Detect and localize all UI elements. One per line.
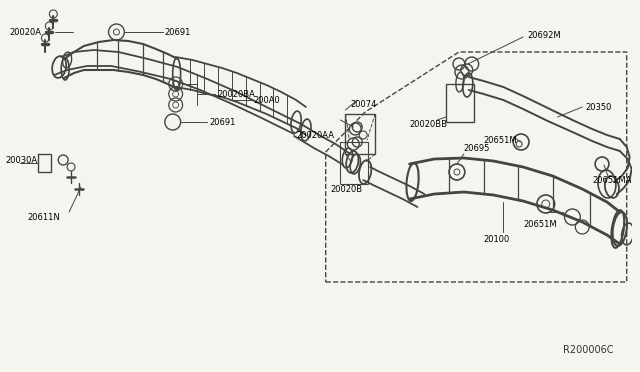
- Text: 20020BB: 20020BB: [410, 119, 447, 128]
- Text: 20020BA: 20020BA: [217, 90, 255, 99]
- Text: 20020AA: 20020AA: [296, 131, 334, 140]
- Text: 20691: 20691: [209, 118, 236, 126]
- Bar: [446, 84, 474, 122]
- Text: 20691: 20691: [165, 28, 191, 36]
- Text: 20651M: 20651M: [523, 219, 557, 228]
- Text: 20350: 20350: [585, 103, 612, 112]
- Text: 200A0: 200A0: [253, 96, 280, 105]
- Text: 20020A: 20020A: [10, 28, 42, 36]
- Text: R200006C: R200006C: [563, 345, 613, 355]
- Text: 20651MA: 20651MA: [592, 176, 632, 185]
- Text: 20100: 20100: [484, 234, 510, 244]
- Bar: [346, 114, 375, 154]
- Text: 20611N: 20611N: [28, 212, 60, 221]
- Text: 20020B: 20020B: [331, 185, 363, 193]
- Text: 20651M: 20651M: [484, 135, 517, 144]
- Text: 20074: 20074: [350, 99, 377, 109]
- Bar: [340, 142, 368, 184]
- Text: 20692M: 20692M: [527, 31, 561, 39]
- Text: 20030A: 20030A: [5, 155, 37, 164]
- Text: 20695: 20695: [464, 144, 490, 153]
